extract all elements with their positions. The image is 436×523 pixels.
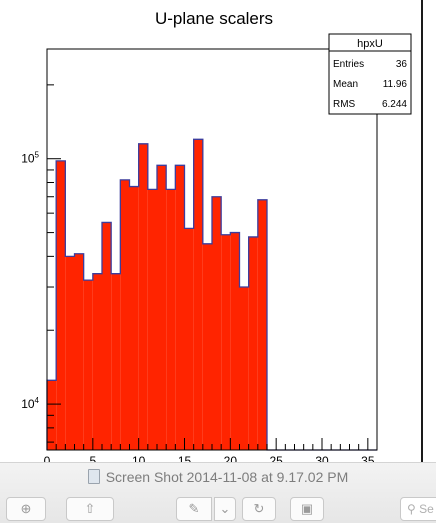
- histogram-bar: [230, 232, 240, 450]
- chevron-down-icon: ⌄: [219, 501, 231, 516]
- rotate-button[interactable]: ↻: [242, 497, 276, 521]
- histogram-bar: [120, 179, 130, 451]
- histogram-bar: [257, 199, 267, 450]
- search-placeholder: Se: [419, 502, 434, 516]
- toolbox-button[interactable]: ▣: [290, 497, 324, 521]
- histogram-bar: [74, 253, 84, 450]
- histogram-bar: [102, 222, 112, 450]
- zoom-in-icon: ⊕: [20, 501, 32, 516]
- histogram-bar: [83, 280, 93, 450]
- histogram-bar: [138, 143, 148, 450]
- x-tick-label: 30: [315, 454, 329, 462]
- markup-button[interactable]: ✎: [176, 497, 212, 521]
- share-icon: ⇧: [84, 501, 96, 516]
- histogram-bar: [175, 165, 185, 451]
- stats-entries-value: 36: [396, 59, 408, 70]
- stats-mean-value: 11.96: [383, 79, 408, 90]
- histogram-bar: [129, 186, 139, 450]
- rotate-icon: ↻: [253, 501, 265, 516]
- histogram-bar: [166, 189, 176, 451]
- x-tick-label: 25: [269, 454, 283, 462]
- histogram-bar: [111, 273, 121, 450]
- histogram-bar: [65, 256, 75, 450]
- stats-entries-label: Entries: [333, 59, 364, 70]
- x-tick-label: 35: [361, 454, 375, 462]
- toolbox-icon: ▣: [300, 501, 314, 516]
- histogram-chart: U-plane scalers 0 5 10 15 20 25 30 35 104 105 hpx…: [21, 0, 423, 462]
- y-tick-label: 104: [21, 396, 39, 411]
- histogram-bar: [221, 234, 231, 450]
- histogram-bar: [92, 273, 102, 450]
- stats-box: hpxU Entries 36 Mean 11.96 RMS 6.244: [328, 33, 412, 115]
- histogram-bar: [202, 243, 212, 450]
- histogram-bar: [147, 189, 157, 451]
- x-tick-label: 0: [44, 454, 51, 462]
- histogram-bar: [248, 236, 258, 450]
- x-tick-label: 10: [132, 454, 146, 462]
- stats-rms-value: 6.244: [382, 99, 407, 110]
- x-tick-label: 15: [178, 454, 192, 462]
- x-tick-label: 20: [224, 454, 238, 462]
- search-icon: ⚲: [407, 502, 416, 516]
- pen-icon: ✎: [188, 501, 200, 516]
- histogram-bar: [239, 287, 249, 450]
- search-input[interactable]: ⚲ Se: [400, 497, 436, 521]
- axes-layer: 0 5 10 15 20 25 30 35 104 105: [21, 84, 378, 462]
- preview-toolbar: Screen Shot 2014-11-08 at 9.17.02 PM ⊕ ⇧…: [0, 462, 436, 523]
- stats-rms-label: RMS: [333, 99, 356, 110]
- chart-title: U-plane scalers: [155, 9, 273, 28]
- markup-menu-button[interactable]: ⌄: [214, 497, 236, 521]
- stats-name: hpxU: [357, 38, 383, 50]
- document-icon: [87, 469, 100, 484]
- histogram-bar: [184, 228, 194, 450]
- y-tick-label: 105: [21, 151, 39, 166]
- zoom-button[interactable]: ⊕: [6, 497, 46, 521]
- caption-text: Screen Shot 2014-11-08 at 9.17.02 PM: [105, 469, 349, 485]
- histogram-bar: [157, 165, 167, 451]
- screenshot-caption: Screen Shot 2014-11-08 at 9.17.02 PM: [0, 469, 436, 485]
- histogram-bar: [212, 196, 222, 450]
- x-tick-label: 5: [89, 454, 96, 462]
- histogram-bar: [193, 139, 203, 450]
- bars-layer: [46, 138, 377, 451]
- stats-mean-label: Mean: [333, 79, 358, 90]
- histogram-bar: [56, 160, 66, 450]
- share-button[interactable]: ⇧: [66, 497, 114, 521]
